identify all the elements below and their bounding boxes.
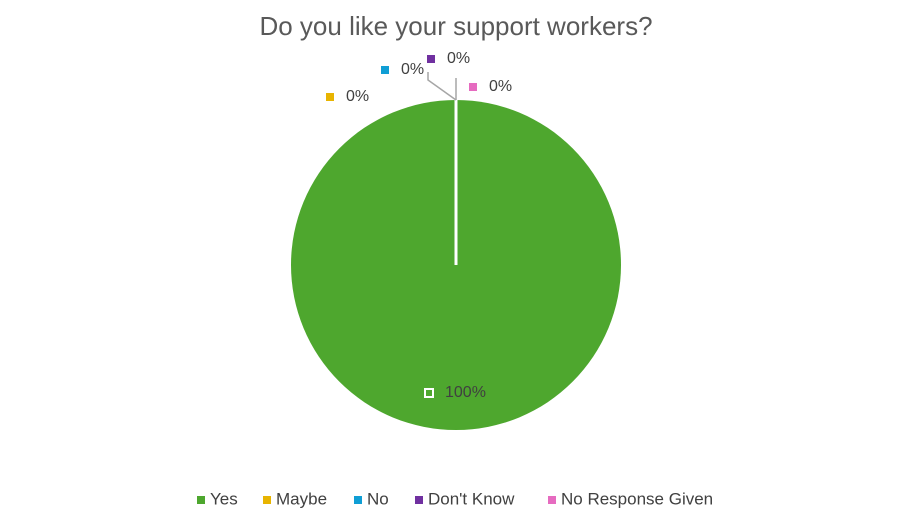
data-label-key xyxy=(326,93,334,101)
chart-title: Do you like your support workers? xyxy=(259,11,652,41)
legend-key xyxy=(263,496,271,504)
legend-key xyxy=(548,496,556,504)
leader-line xyxy=(427,72,457,101)
legend-key xyxy=(354,496,362,504)
data-label: 100% xyxy=(445,384,486,401)
data-label-key xyxy=(381,66,389,74)
legend-label: No xyxy=(367,489,389,508)
data-label-key xyxy=(424,388,434,398)
legend-label: No Response Given xyxy=(561,489,713,508)
data-label: 0% xyxy=(447,50,470,67)
data-label-key xyxy=(469,83,477,91)
legend-label: Yes xyxy=(210,489,238,508)
legend-key xyxy=(415,496,423,504)
data-label: 0% xyxy=(489,78,512,95)
legend-key xyxy=(197,496,205,504)
legend-label: Maybe xyxy=(276,489,327,508)
legend-label: Don't Know xyxy=(428,489,515,508)
data-label: 0% xyxy=(401,61,424,78)
data-label-key xyxy=(427,55,435,63)
data-label: 0% xyxy=(346,88,369,105)
